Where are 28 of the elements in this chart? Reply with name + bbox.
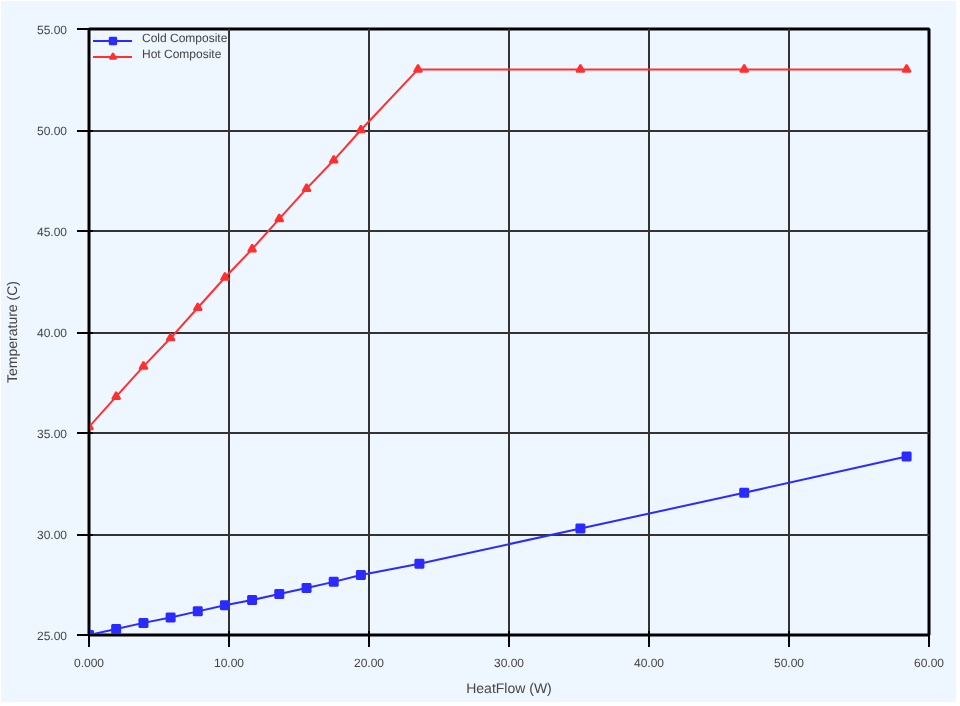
point	[413, 63, 423, 73]
point	[165, 332, 176, 342]
point	[575, 523, 586, 534]
point	[355, 570, 366, 581]
point	[901, 63, 912, 73]
point	[111, 391, 122, 400]
point	[739, 487, 750, 498]
point	[138, 617, 149, 628]
point	[901, 451, 912, 462]
point	[219, 600, 230, 611]
point	[355, 124, 366, 134]
point	[575, 63, 586, 73]
point	[328, 576, 339, 587]
point	[301, 182, 312, 192]
point	[165, 612, 176, 623]
point	[247, 595, 258, 606]
point	[247, 243, 258, 253]
point	[414, 558, 425, 569]
point	[301, 582, 312, 593]
point	[111, 623, 122, 634]
point	[274, 588, 285, 599]
point	[192, 302, 203, 312]
point	[138, 360, 149, 370]
point	[739, 63, 750, 73]
point	[192, 606, 203, 617]
point	[219, 271, 230, 281]
point	[328, 154, 339, 164]
point	[274, 213, 285, 223]
